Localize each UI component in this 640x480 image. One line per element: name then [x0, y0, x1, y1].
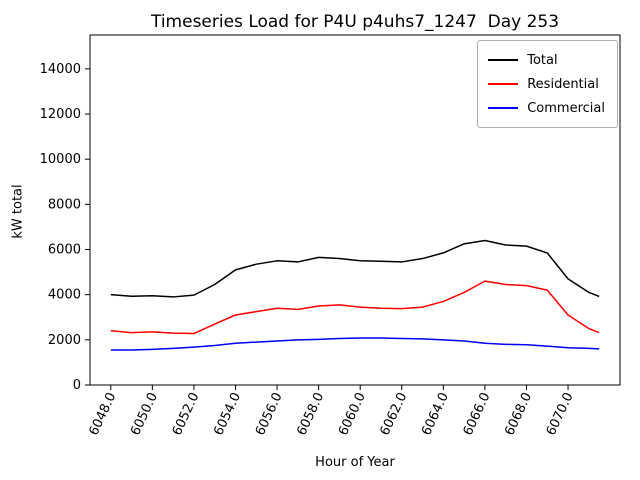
y-tick-label: 0: [73, 378, 81, 393]
x-tick-label: 6048.0: [87, 390, 120, 438]
legend-entry-commercial: Commercial: [488, 96, 605, 120]
x-tick-label: 6060.0: [336, 390, 369, 438]
series-line-commercial: [110, 337, 600, 351]
legend-entry-residential: Residential: [488, 72, 605, 96]
y-tick-label: 10000: [40, 152, 81, 167]
x-tick-label: 6054.0: [211, 390, 244, 438]
series-line-residential: [110, 280, 600, 335]
total-line-sample: [488, 59, 519, 61]
commercial-line-sample: [488, 107, 519, 109]
x-tick-label: 6052.0: [170, 390, 203, 438]
chart-title: Timeseries Load for P4U p4uhs7_1247 Day …: [150, 12, 560, 32]
x-tick-label: 6056.0: [253, 390, 286, 438]
legend-label-residential: Residential: [527, 76, 599, 92]
x-tick-label: 6050.0: [128, 390, 161, 438]
y-tick-label: 6000: [48, 243, 81, 258]
y-tick-label: 12000: [40, 107, 81, 122]
legend-entry-total: Total: [488, 48, 605, 72]
x-axis-label: Hour of Year: [315, 455, 395, 470]
series-line-total: [110, 239, 600, 298]
x-tick-label: 6062.0: [378, 390, 411, 438]
x-tick-label: 6068.0: [502, 390, 535, 438]
x-tick-label: 6058.0: [294, 390, 327, 438]
y-tick-label: 4000: [48, 288, 81, 303]
legend-label-commercial: Commercial: [527, 100, 605, 116]
y-tick-label: 14000: [40, 62, 81, 77]
legend: Total Residential Commercial: [477, 40, 618, 128]
x-tick-label: 6066.0: [461, 390, 494, 438]
residential-line-sample: [488, 83, 519, 85]
y-tick-label: 2000: [48, 333, 81, 348]
y-tick-label: 8000: [48, 197, 81, 212]
x-tick-label: 6064.0: [419, 390, 452, 438]
x-tick-label: 6070.0: [544, 390, 577, 438]
axes-frame: [89, 34, 621, 386]
legend-label-total: Total: [527, 52, 558, 68]
